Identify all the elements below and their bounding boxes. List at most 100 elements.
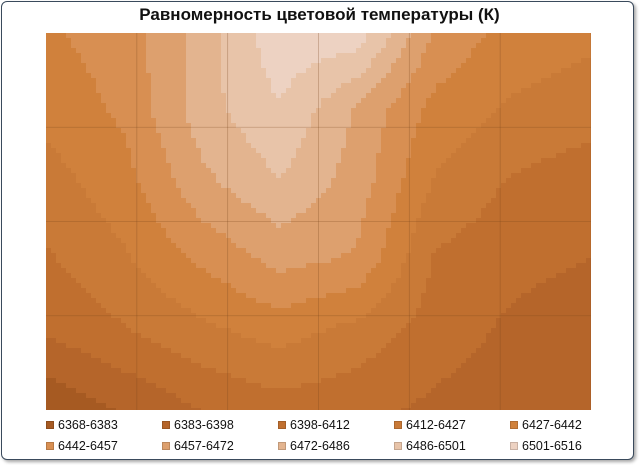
heatmap-cell xyxy=(401,68,407,74)
heatmap-cell xyxy=(576,173,582,179)
heatmap-cell xyxy=(166,148,172,154)
heatmap-cell xyxy=(141,168,147,174)
heatmap-cell xyxy=(341,73,347,79)
heatmap-cell xyxy=(241,168,247,174)
heatmap-cell xyxy=(296,148,302,154)
heatmap-cell xyxy=(246,138,252,144)
heatmap-cell xyxy=(61,118,67,124)
heatmap-cell xyxy=(231,193,237,199)
heatmap-cell xyxy=(536,183,542,189)
heatmap-cell xyxy=(46,118,52,124)
heatmap-cell xyxy=(481,63,487,69)
heatmap-cell xyxy=(196,163,202,169)
heatmap-cell xyxy=(51,228,57,234)
heatmap-cell xyxy=(146,58,152,64)
heatmap-cell xyxy=(166,83,172,89)
heatmap-cell xyxy=(211,178,217,184)
heatmap-cell xyxy=(446,253,452,259)
heatmap-cell xyxy=(181,93,187,99)
heatmap-cell xyxy=(511,103,517,109)
heatmap-cell xyxy=(406,68,412,74)
heatmap-cell xyxy=(581,73,587,79)
heatmap-cell xyxy=(296,118,302,124)
heatmap-cell xyxy=(371,88,377,94)
heatmap-cell xyxy=(331,243,337,249)
heatmap-cell xyxy=(251,248,257,254)
heatmap-cell xyxy=(241,103,247,109)
heatmap-cell xyxy=(171,98,177,104)
heatmap-cell xyxy=(136,213,142,219)
heatmap-cell xyxy=(121,218,127,224)
heatmap-cell xyxy=(231,208,237,214)
heatmap-cell xyxy=(111,168,117,174)
heatmap-cell xyxy=(336,173,342,179)
heatmap-cell xyxy=(181,228,187,234)
heatmap-cell xyxy=(111,93,117,99)
heatmap-cell xyxy=(286,68,292,74)
heatmap-cell xyxy=(281,108,287,114)
heatmap-cell xyxy=(326,213,332,219)
heatmap-cell xyxy=(241,238,247,244)
heatmap-cell xyxy=(336,198,342,204)
heatmap-cell xyxy=(416,143,422,149)
heatmap-cell xyxy=(261,258,267,264)
heatmap-cell xyxy=(221,188,227,194)
heatmap-cell xyxy=(61,38,67,44)
heatmap-cell xyxy=(456,193,462,199)
heatmap-cell xyxy=(341,78,347,84)
heatmap-cell xyxy=(176,153,182,159)
heatmap-cell xyxy=(396,253,402,259)
heatmap-cell xyxy=(336,163,342,169)
heatmap-cell xyxy=(361,133,367,139)
heatmap-cell xyxy=(446,168,452,174)
heatmap-cell xyxy=(221,133,227,139)
heatmap-cell xyxy=(336,123,342,129)
heatmap-cell xyxy=(176,38,182,44)
heatmap-cell xyxy=(296,98,302,104)
heatmap-cell xyxy=(111,88,117,94)
heatmap-cell xyxy=(291,53,297,59)
heatmap-cell xyxy=(76,173,82,179)
heatmap-cell xyxy=(141,143,147,149)
heatmap-cell xyxy=(576,93,582,99)
heatmap-cell xyxy=(546,78,552,84)
heatmap-cell xyxy=(176,58,182,64)
heatmap-cell xyxy=(376,133,382,139)
heatmap-cell xyxy=(216,258,222,264)
heatmap-cell xyxy=(116,68,122,74)
heatmap-cell xyxy=(121,73,127,79)
heatmap-cell xyxy=(76,208,82,214)
heatmap-cell xyxy=(296,193,302,199)
heatmap-cell xyxy=(136,98,142,104)
heatmap-cell xyxy=(106,103,112,109)
heatmap-cell xyxy=(316,258,322,264)
heatmap-cell xyxy=(436,78,442,84)
heatmap-cell xyxy=(481,203,487,209)
heatmap-cell xyxy=(271,43,277,49)
heatmap-cell xyxy=(546,253,552,259)
heatmap-cell xyxy=(256,83,262,89)
heatmap-cell xyxy=(361,233,367,239)
heatmap-cell xyxy=(461,88,467,94)
heatmap-cell xyxy=(486,123,492,129)
heatmap-cell xyxy=(371,58,377,64)
heatmap-cell xyxy=(391,38,397,44)
heatmap-cell xyxy=(516,253,522,259)
heatmap-cell xyxy=(271,223,277,229)
heatmap-cell xyxy=(326,148,332,154)
heatmap-cell xyxy=(536,88,542,94)
heatmap-cell xyxy=(96,53,102,59)
heatmap-cell xyxy=(556,108,562,114)
heatmap-cell xyxy=(456,118,462,124)
heatmap-cell xyxy=(321,73,327,79)
heatmap-cell xyxy=(316,233,322,239)
heatmap-cell xyxy=(51,73,57,79)
heatmap-cell xyxy=(101,238,107,244)
heatmap-cell xyxy=(416,223,422,229)
heatmap-cell xyxy=(566,138,572,144)
heatmap-cell xyxy=(381,143,387,149)
heatmap-cell xyxy=(391,128,397,134)
heatmap-cell xyxy=(426,198,432,204)
heatmap-cell xyxy=(176,93,182,99)
heatmap-cell xyxy=(506,253,512,259)
